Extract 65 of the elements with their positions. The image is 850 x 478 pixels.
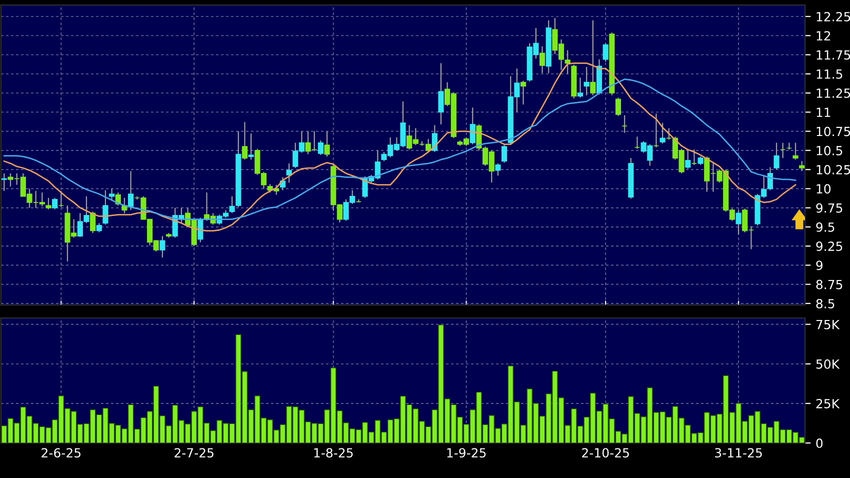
y-tick-label: 9.75	[816, 203, 842, 213]
y-tick-label: 10.75	[816, 126, 850, 136]
y-tick-label: 12.25	[816, 12, 850, 22]
candlestick	[539, 46, 546, 74]
candlestick	[780, 142, 786, 159]
candlestick	[248, 133, 254, 160]
candlestick	[160, 236, 166, 258]
y-tick-label: 12	[816, 31, 830, 40]
y-tick-label: 10.5	[816, 146, 842, 156]
candlestick	[691, 149, 698, 166]
x-tick-label: 2-7-25	[174, 448, 214, 458]
candlestick	[229, 196, 235, 214]
x-tick-label: 3-11-25	[715, 448, 762, 458]
y-tick-label: 11.75	[816, 50, 850, 60]
y-tick-label: 25K	[816, 398, 840, 408]
candlestick	[615, 97, 622, 117]
candlestick	[46, 197, 52, 210]
y-tick-label: 75K	[816, 320, 840, 330]
candlestick	[584, 66, 590, 96]
candlestick	[736, 210, 742, 236]
y-tick-label: 8.5	[816, 298, 834, 308]
y-tick-label: 0	[816, 438, 823, 448]
y-tick-label: 10.25	[816, 165, 850, 174]
candlestick	[90, 211, 96, 234]
candlestick	[799, 160, 805, 172]
candlestick	[622, 114, 628, 134]
candlestick	[792, 142, 798, 160]
y-tick-label: 10	[816, 184, 830, 194]
y-tick-label: 9.25	[816, 242, 842, 251]
x-tick-label: 2-10-25	[582, 448, 629, 458]
candlestick	[634, 136, 640, 150]
candlestick	[128, 170, 134, 211]
candlestick	[653, 113, 660, 148]
x-tick-label: 2-6-25	[42, 448, 80, 458]
candlestick	[495, 162, 501, 176]
candlestick	[108, 188, 115, 201]
candlestick	[774, 142, 780, 170]
y-tick-label: 11.25	[816, 88, 850, 98]
candlestick	[324, 130, 330, 158]
candlestick	[318, 140, 324, 156]
candlestick	[96, 222, 102, 233]
y-tick-label: 9.5	[816, 222, 834, 232]
candlestick	[685, 149, 691, 170]
candlestick	[1, 172, 7, 192]
candlestick	[52, 197, 58, 210]
y-tick-label: 50K	[816, 359, 840, 369]
candlestick	[58, 190, 64, 208]
candlestick	[590, 20, 596, 96]
candlestick	[660, 122, 666, 144]
candlestick	[520, 80, 526, 106]
candlestick	[666, 128, 672, 140]
y-tick-label: 11	[816, 108, 830, 117]
candlestick	[438, 62, 444, 125]
candlestick	[102, 190, 108, 226]
candlestick	[242, 122, 248, 160]
candlestick	[602, 42, 608, 62]
candlestick	[286, 162, 292, 184]
candlestick	[470, 106, 476, 145]
y-tick-label: 9	[816, 260, 822, 270]
y-tick-label: 8.75	[816, 280, 842, 290]
x-tick-label: 1-8-25	[314, 448, 353, 458]
candlestick	[501, 144, 508, 164]
candlestick	[577, 77, 584, 98]
x-tick-label: 1-9-25	[447, 448, 486, 458]
y-tick-label: 11.5	[816, 70, 842, 79]
